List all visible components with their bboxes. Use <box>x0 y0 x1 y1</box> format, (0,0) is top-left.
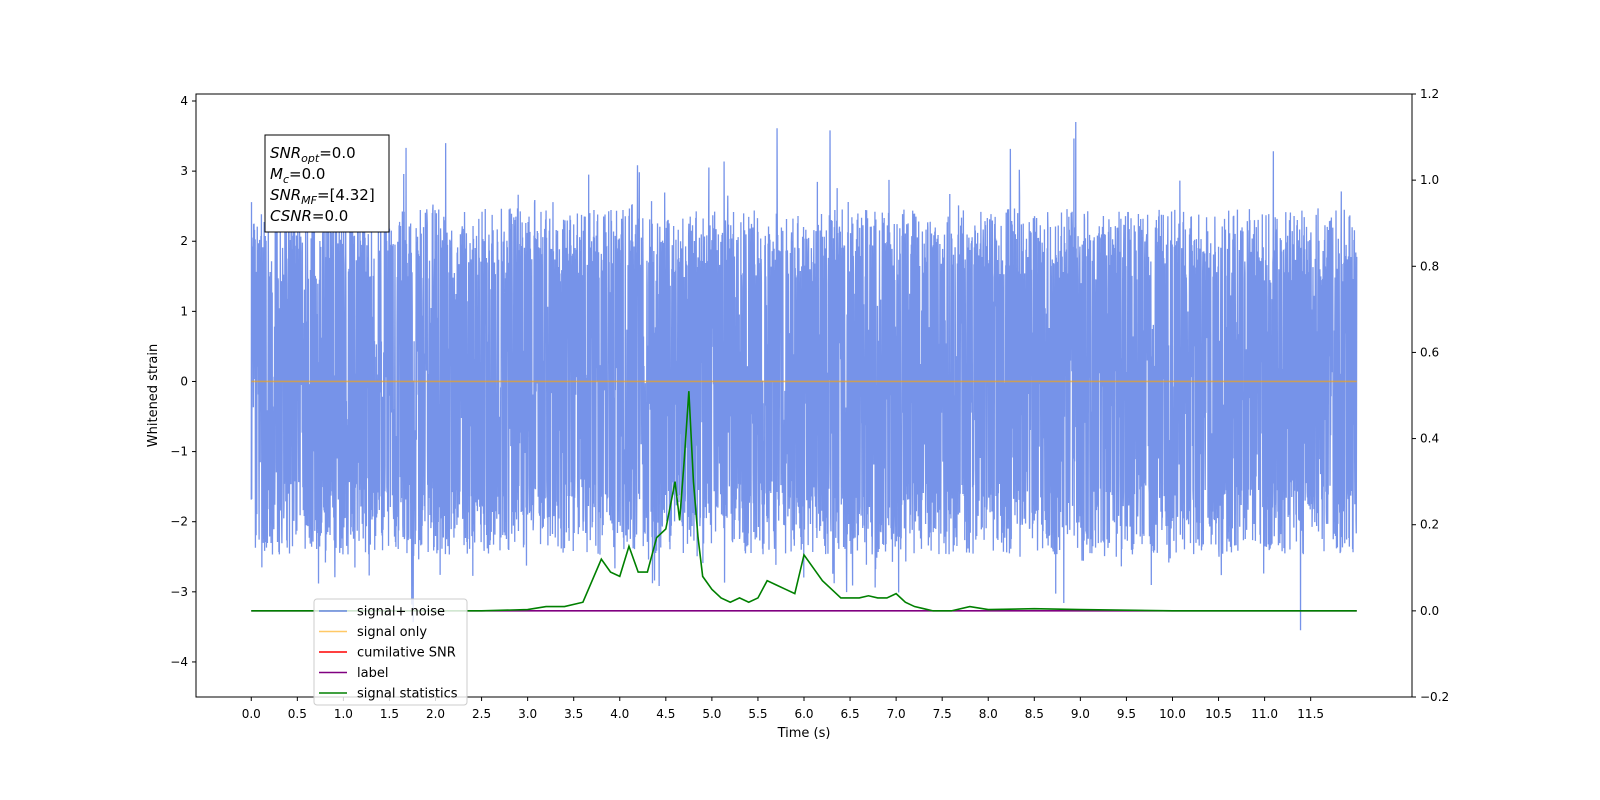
x-tick-label: 4.0 <box>610 707 629 721</box>
legend-entry: cumilative SNR <box>357 646 456 661</box>
annotation-frame <box>264 134 390 233</box>
x-tick-label: 5.5 <box>748 707 767 721</box>
x-tick-label: 1.0 <box>334 707 353 721</box>
y-tick-label: −2 <box>170 515 188 529</box>
x-tick-label: 7.5 <box>933 707 952 721</box>
series-signal-statistics-line <box>251 391 1357 612</box>
annotation-line: SNRMF=[4.32] <box>270 186 375 207</box>
x-tick-label: 10.5 <box>1205 707 1232 721</box>
x-axis: 0.0 0.5 1.0 1.5 2.0 2.5 3.0 3.5 4.0 4.5 5.0 5.5 6.0 6… <box>242 697 1324 721</box>
y2-tick-label: 0.6 <box>1420 345 1439 359</box>
legend-frame <box>313 598 468 706</box>
annotation-line: Mc=0.0 <box>270 165 325 186</box>
x-tick-label: 0.5 <box>288 707 307 721</box>
x-tick-label: 5.0 <box>702 707 721 721</box>
x-tick-label: 6.0 <box>794 707 813 721</box>
y2-tick-label: 0.4 <box>1420 432 1439 446</box>
legend: signal+ noise signal only cumilative SNR la… <box>313 598 468 706</box>
x-tick-label: 2.0 <box>426 707 445 721</box>
x-tick-label: 9.0 <box>1071 707 1090 721</box>
y-tick-label: −1 <box>170 445 188 459</box>
legend-entry: label <box>357 666 388 681</box>
y-tick-label: 0 <box>180 374 188 388</box>
x-axis-label: Time (s) <box>777 726 831 741</box>
x-tick-label: 11.0 <box>1251 707 1278 721</box>
y-tick-label: −3 <box>170 585 188 599</box>
y-axis-left: −4 −3 −2 −1 0 1 2 3 4 <box>170 94 196 669</box>
x-tick-label: 10.0 <box>1159 707 1186 721</box>
y-tick-label: 2 <box>180 234 188 248</box>
y2-tick-label: 1.0 <box>1420 173 1439 187</box>
y2-tick-label: 0.2 <box>1420 518 1439 532</box>
x-tick-label: 0.0 <box>242 707 261 721</box>
y-tick-label: −4 <box>170 655 188 669</box>
y-tick-label: 1 <box>180 304 188 318</box>
y-axis-label: Whitened strain <box>146 344 161 447</box>
y-tick-label: 4 <box>180 94 188 108</box>
x-tick-label: 6.5 <box>841 707 860 721</box>
y-tick-label: 3 <box>180 164 188 178</box>
legend-entry: signal statistics <box>357 687 458 702</box>
x-tick-label: 11.5 <box>1297 707 1324 721</box>
legend-entry: signal+ noise <box>357 605 445 620</box>
x-tick-label: 9.5 <box>1117 707 1136 721</box>
legend-entry: signal only <box>357 625 427 640</box>
x-tick-label: 2.5 <box>472 707 491 721</box>
x-tick-label: 3.5 <box>564 707 583 721</box>
x-tick-label: 7.0 <box>887 707 906 721</box>
x-tick-label: 3.0 <box>518 707 537 721</box>
y-axis-right: −0.2 0.0 0.2 0.4 0.6 0.8 1.0 1.2 <box>1412 87 1449 704</box>
x-tick-label: 8.0 <box>979 707 998 721</box>
x-tick-label: 4.5 <box>656 707 675 721</box>
series-signal-noise-line <box>250 122 1358 631</box>
annotation-line: CSNR=0.0 <box>270 207 348 225</box>
y2-tick-label: 0.0 <box>1420 604 1439 618</box>
x-tick-label: 1.5 <box>380 707 399 721</box>
x-tick-label: 8.5 <box>1025 707 1044 721</box>
y2-tick-label: 1.2 <box>1420 87 1439 101</box>
plot-area <box>250 122 1358 631</box>
y2-tick-label: −0.2 <box>1420 690 1449 704</box>
y2-tick-label: 0.8 <box>1420 259 1439 273</box>
annotation-line: SNRopt=0.0 <box>270 144 356 165</box>
